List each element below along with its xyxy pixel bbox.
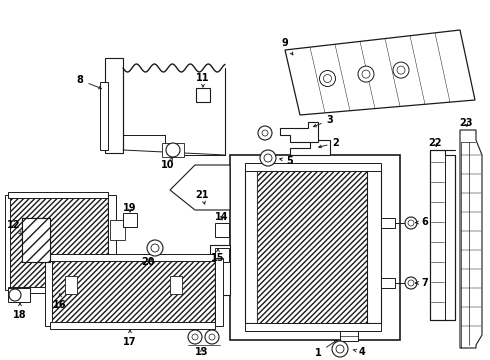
Circle shape bbox=[262, 130, 268, 136]
Bar bbox=[245, 163, 381, 171]
Text: 6: 6 bbox=[416, 217, 428, 227]
Text: 18: 18 bbox=[13, 303, 27, 320]
Text: 15: 15 bbox=[211, 249, 225, 263]
Text: 17: 17 bbox=[123, 330, 137, 347]
Bar bbox=[108, 195, 116, 290]
Bar bbox=[8, 192, 108, 198]
Text: 22: 22 bbox=[428, 138, 442, 148]
Bar bbox=[215, 223, 229, 237]
Circle shape bbox=[166, 143, 180, 157]
Bar bbox=[340, 331, 358, 341]
Bar bbox=[8, 287, 108, 293]
Bar bbox=[5, 195, 10, 290]
Bar bbox=[245, 168, 257, 323]
Text: 21: 21 bbox=[195, 190, 209, 204]
Bar bbox=[50, 322, 215, 329]
Circle shape bbox=[205, 330, 219, 344]
Text: 4: 4 bbox=[353, 347, 366, 357]
Bar bbox=[50, 258, 215, 326]
Circle shape bbox=[397, 66, 405, 74]
Text: 8: 8 bbox=[76, 75, 101, 89]
Bar bbox=[196, 88, 210, 102]
Circle shape bbox=[405, 277, 417, 289]
Text: 11: 11 bbox=[196, 73, 210, 87]
Polygon shape bbox=[210, 245, 230, 295]
Circle shape bbox=[358, 66, 374, 82]
Circle shape bbox=[151, 244, 159, 252]
Bar bbox=[45, 258, 52, 326]
Bar bbox=[110, 255, 125, 275]
Text: 13: 13 bbox=[195, 347, 209, 357]
Polygon shape bbox=[285, 30, 475, 115]
Circle shape bbox=[332, 341, 348, 357]
Bar bbox=[105, 58, 123, 153]
Bar bbox=[215, 248, 229, 262]
Bar bbox=[170, 276, 182, 294]
Bar bbox=[65, 276, 77, 294]
Text: 12: 12 bbox=[7, 220, 22, 235]
Circle shape bbox=[336, 345, 344, 353]
Text: 19: 19 bbox=[123, 203, 137, 213]
Bar bbox=[8, 288, 30, 302]
Circle shape bbox=[192, 334, 198, 340]
Text: 20: 20 bbox=[141, 257, 155, 267]
Text: 7: 7 bbox=[416, 278, 428, 288]
Bar bbox=[22, 218, 50, 262]
Circle shape bbox=[260, 150, 276, 166]
Circle shape bbox=[362, 70, 370, 78]
Bar bbox=[110, 220, 125, 240]
Text: 3: 3 bbox=[314, 115, 333, 127]
Circle shape bbox=[147, 240, 163, 256]
Circle shape bbox=[405, 217, 417, 229]
Circle shape bbox=[188, 330, 202, 344]
Bar bbox=[215, 258, 223, 326]
Text: 23: 23 bbox=[459, 118, 473, 128]
Circle shape bbox=[9, 289, 21, 301]
Text: 16: 16 bbox=[53, 294, 67, 310]
Text: 9: 9 bbox=[282, 38, 293, 55]
Text: 1: 1 bbox=[315, 340, 337, 358]
Circle shape bbox=[209, 334, 215, 340]
Polygon shape bbox=[22, 218, 50, 262]
Bar bbox=[123, 213, 137, 227]
Bar bbox=[230, 155, 400, 340]
Text: 5: 5 bbox=[280, 156, 294, 166]
Polygon shape bbox=[280, 122, 318, 142]
Circle shape bbox=[408, 220, 414, 226]
Polygon shape bbox=[170, 165, 230, 210]
Polygon shape bbox=[430, 150, 455, 320]
Bar bbox=[162, 143, 184, 157]
Bar bbox=[100, 82, 108, 150]
Circle shape bbox=[319, 71, 336, 86]
Text: 10: 10 bbox=[161, 157, 175, 170]
Circle shape bbox=[264, 154, 272, 162]
Circle shape bbox=[323, 75, 332, 82]
Bar bbox=[367, 168, 381, 323]
Bar bbox=[381, 278, 395, 288]
Polygon shape bbox=[290, 140, 330, 155]
Circle shape bbox=[408, 280, 414, 286]
Bar bbox=[245, 323, 381, 331]
Bar bbox=[381, 218, 395, 228]
Bar bbox=[50, 254, 215, 261]
Text: 14: 14 bbox=[215, 212, 229, 222]
Circle shape bbox=[393, 62, 409, 78]
Bar bbox=[8, 195, 108, 290]
Text: 2: 2 bbox=[318, 138, 340, 148]
Circle shape bbox=[258, 126, 272, 140]
Polygon shape bbox=[460, 130, 482, 348]
Bar bbox=[257, 168, 367, 323]
